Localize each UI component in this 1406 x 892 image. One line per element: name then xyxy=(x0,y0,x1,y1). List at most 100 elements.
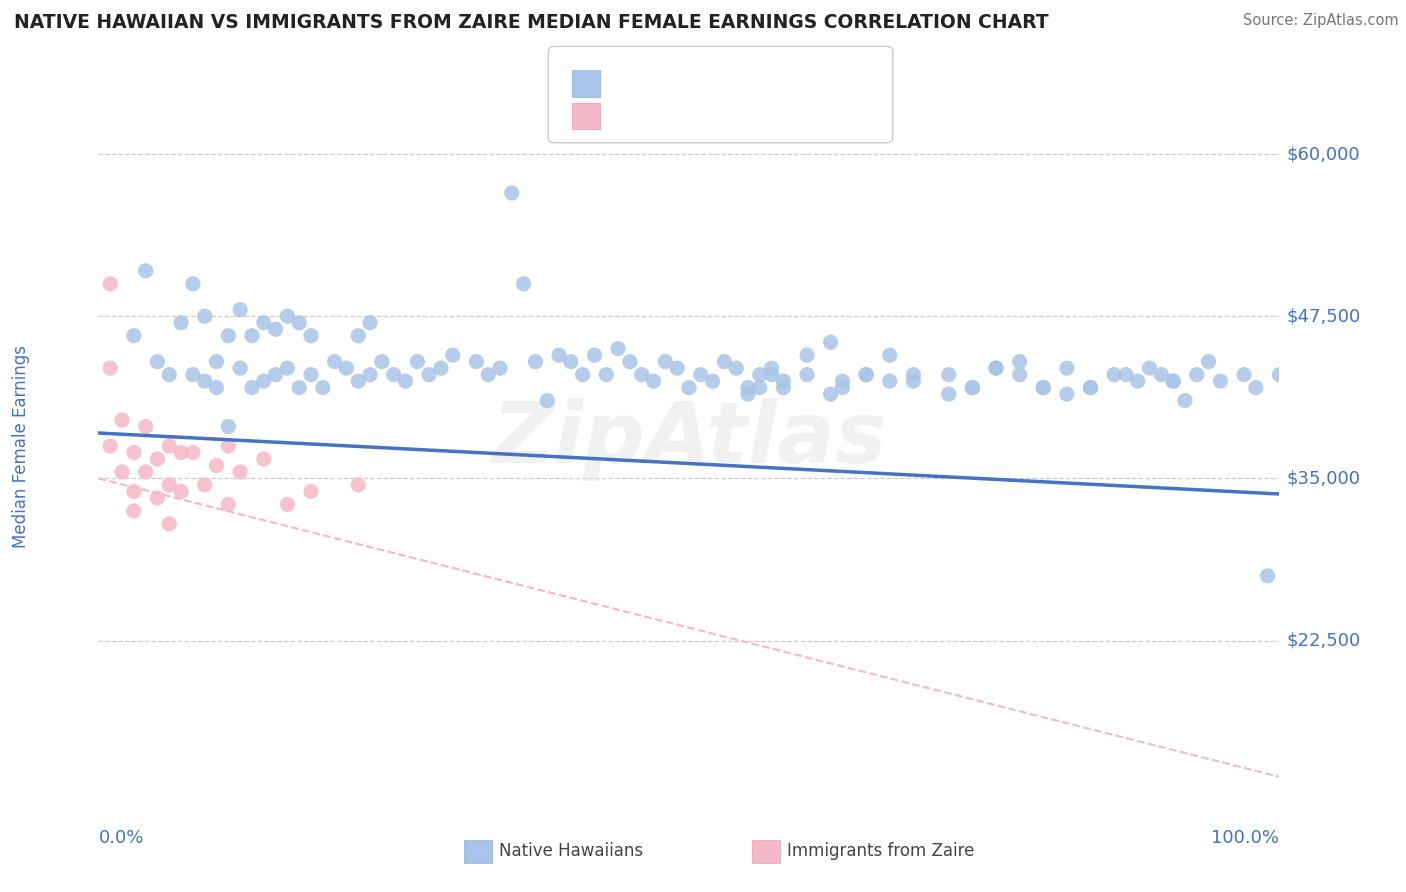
Point xyxy=(820,387,842,401)
Point xyxy=(748,381,770,395)
Point xyxy=(560,354,582,368)
Text: ZipAtlas: ZipAtlas xyxy=(491,398,887,481)
Point xyxy=(477,368,499,382)
Point xyxy=(323,354,346,368)
Point xyxy=(217,497,239,511)
Point xyxy=(796,368,818,382)
Point xyxy=(288,316,311,330)
Point xyxy=(205,354,228,368)
Text: R = -0.058   N =  27: R = -0.058 N = 27 xyxy=(614,107,790,125)
Point xyxy=(1056,361,1078,376)
Point xyxy=(903,368,925,382)
Point xyxy=(879,348,901,362)
Text: Native Hawaiians: Native Hawaiians xyxy=(499,842,644,860)
Point xyxy=(678,381,700,395)
Point xyxy=(1115,368,1137,382)
Point xyxy=(831,374,853,388)
Point xyxy=(253,452,276,467)
Point xyxy=(1139,361,1161,376)
Text: $47,500: $47,500 xyxy=(1286,307,1361,326)
Point xyxy=(583,348,606,362)
Point xyxy=(253,374,276,388)
Point xyxy=(170,445,193,459)
Point xyxy=(1032,381,1054,395)
Point xyxy=(194,310,217,324)
Point xyxy=(1008,354,1031,368)
Point xyxy=(962,381,984,395)
Point xyxy=(1185,368,1208,382)
Point xyxy=(903,374,925,388)
Point xyxy=(170,316,193,330)
Point xyxy=(536,393,558,408)
Point xyxy=(157,368,180,382)
Point xyxy=(548,348,571,362)
Text: R = -0.245   N = 113: R = -0.245 N = 113 xyxy=(614,75,796,93)
Point xyxy=(264,368,287,382)
Point xyxy=(240,328,263,343)
Point xyxy=(772,381,794,395)
Point xyxy=(205,381,228,395)
Point xyxy=(796,348,818,362)
Point xyxy=(512,277,534,291)
Point xyxy=(831,381,853,395)
Point xyxy=(194,374,217,388)
Point xyxy=(1161,374,1184,388)
Point xyxy=(1056,387,1078,401)
Point xyxy=(406,354,429,368)
Point xyxy=(135,419,157,434)
Point xyxy=(229,302,252,317)
Text: $22,500: $22,500 xyxy=(1286,632,1361,649)
Point xyxy=(984,361,1007,376)
Point xyxy=(702,374,724,388)
Point xyxy=(146,452,169,467)
Point xyxy=(299,484,322,499)
Point xyxy=(181,445,204,459)
Point xyxy=(1161,374,1184,388)
Point xyxy=(938,387,960,401)
Text: $35,000: $35,000 xyxy=(1286,469,1361,487)
Point xyxy=(725,361,748,376)
Point xyxy=(382,368,405,382)
Point xyxy=(1233,368,1256,382)
Text: 0.0%: 0.0% xyxy=(98,830,143,847)
Point xyxy=(524,354,547,368)
Point xyxy=(748,368,770,382)
Point xyxy=(1032,381,1054,395)
Point xyxy=(347,328,370,343)
Point xyxy=(98,361,121,376)
Point xyxy=(619,354,641,368)
Point xyxy=(441,348,464,362)
Point xyxy=(111,465,134,479)
Point xyxy=(855,368,877,382)
Point xyxy=(643,374,665,388)
Point xyxy=(359,368,381,382)
Point xyxy=(761,361,783,376)
Point xyxy=(1244,381,1267,395)
Point xyxy=(761,368,783,382)
Point xyxy=(276,361,298,376)
Point xyxy=(157,516,180,531)
Point xyxy=(122,328,145,343)
Point xyxy=(962,381,984,395)
Point xyxy=(1174,393,1197,408)
Point xyxy=(630,368,652,382)
Point xyxy=(1150,368,1173,382)
Point xyxy=(205,458,228,473)
Point xyxy=(1008,368,1031,382)
Point xyxy=(217,419,239,434)
Point xyxy=(418,368,440,382)
Point xyxy=(217,439,239,453)
Point xyxy=(938,368,960,382)
Point xyxy=(820,335,842,350)
Text: NATIVE HAWAIIAN VS IMMIGRANTS FROM ZAIRE MEDIAN FEMALE EARNINGS CORRELATION CHAR: NATIVE HAWAIIAN VS IMMIGRANTS FROM ZAIRE… xyxy=(14,13,1049,32)
Point xyxy=(654,354,676,368)
Point xyxy=(181,277,204,291)
Point xyxy=(253,316,276,330)
Point xyxy=(299,328,322,343)
Point xyxy=(122,445,145,459)
Point xyxy=(772,374,794,388)
Point xyxy=(264,322,287,336)
Point xyxy=(122,504,145,518)
Point xyxy=(1102,368,1125,382)
Point xyxy=(146,354,169,368)
